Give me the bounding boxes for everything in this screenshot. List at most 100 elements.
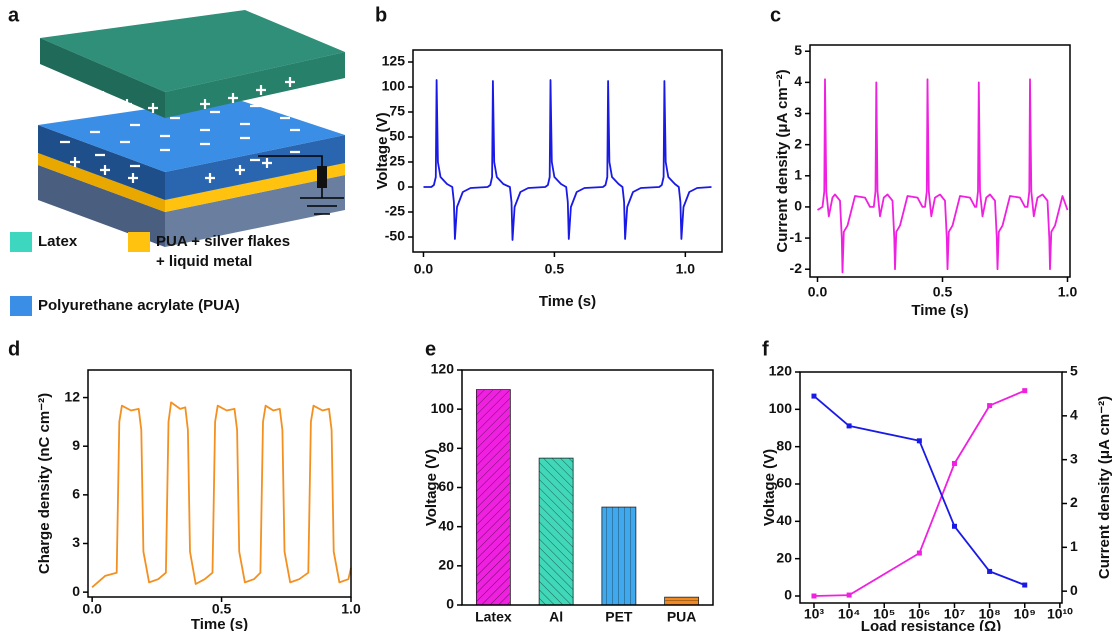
panel-0: b -50 -25 0 25 50 75 100 125 0.0 0.5 1.0 Time (s) Vol… xyxy=(374,4,723,310)
x-tick-label: PUA xyxy=(667,609,697,625)
bar xyxy=(475,389,511,606)
y-tick-label: -50 xyxy=(385,228,405,244)
x-axis-title: Time (s) xyxy=(191,616,248,631)
x-tick-label: 10⁸ xyxy=(979,606,1001,622)
y-tick-label: 1 xyxy=(794,166,802,182)
y-tick-label: 3 xyxy=(794,104,802,120)
data-point xyxy=(1022,582,1028,588)
x-axis-title: Time (s) xyxy=(539,293,596,310)
latex-side xyxy=(165,52,345,118)
plot-frame xyxy=(461,369,714,606)
panel-label: f xyxy=(762,338,769,360)
legend-swatch xyxy=(128,232,150,252)
data-line xyxy=(91,401,352,588)
legend-label: PUA + silver flakes xyxy=(156,233,290,250)
ground xyxy=(258,155,344,215)
y-tick-label: 120 xyxy=(769,363,793,379)
plot-frame xyxy=(412,49,723,253)
y-tick-label: 25 xyxy=(389,153,405,169)
x-tick-label: 1.0 xyxy=(341,601,361,617)
y-tick-label: 0 xyxy=(397,178,405,194)
y-tick-label: 60 xyxy=(438,478,454,494)
x-tick-label: 1.0 xyxy=(676,261,696,277)
electrode-front xyxy=(38,153,165,212)
panel-label: b xyxy=(375,4,387,26)
y-tick-label: 20 xyxy=(776,549,792,565)
y-tick-label: 0 xyxy=(72,583,80,599)
panel-label: e xyxy=(425,338,436,360)
x-tick-label: 10⁶ xyxy=(908,606,930,622)
y-tick-label: 50 xyxy=(389,128,405,144)
y2-tick-label: 0 xyxy=(1070,582,1078,598)
x-tick-label: 10⁴ xyxy=(838,606,861,622)
x-tick-label: 10⁷ xyxy=(944,606,966,622)
x-tick-label: 10¹⁰ xyxy=(1047,606,1073,622)
latex-front xyxy=(40,38,165,118)
substrate-side xyxy=(165,175,345,247)
y-tick-label: -2 xyxy=(790,260,803,276)
legend-swatch xyxy=(10,296,32,316)
y-tick-label: -1 xyxy=(790,229,803,245)
y-tick-label: 0 xyxy=(794,198,802,214)
y-tick-label: 0 xyxy=(784,587,792,603)
x-axis-title: Time (s) xyxy=(911,302,968,319)
data-line xyxy=(817,78,1069,274)
x-tick-label: Latex xyxy=(475,609,512,625)
y-tick-label: 6 xyxy=(72,486,80,502)
panel-3: e 0 20 40 60 80 100 120 Voltage (V) Latex Al PET PUA xyxy=(423,338,714,625)
data-point xyxy=(951,460,957,466)
x-tick-label: 0.5 xyxy=(212,601,232,617)
x-tick-label: 1.0 xyxy=(1058,284,1078,300)
data-point xyxy=(811,593,817,599)
panel-label: c xyxy=(770,4,781,26)
y-tick-label: 12 xyxy=(64,388,80,404)
data-point xyxy=(1022,388,1028,394)
data-point xyxy=(916,550,922,556)
x-tick-label: 0.0 xyxy=(808,284,828,300)
y2-axis-title: Current density (μA cm⁻²) xyxy=(1096,396,1113,579)
y-tick-label: 75 xyxy=(389,103,405,119)
material-legend: Latex PUA + silver flakes + liquid metal Po… xyxy=(10,232,290,316)
y-tick-label: 40 xyxy=(438,517,454,533)
electrode-side xyxy=(165,163,345,212)
y-tick-label: 3 xyxy=(72,534,80,550)
data-point xyxy=(951,523,957,529)
latex-top xyxy=(40,10,345,92)
y-axis-title: Voltage (V) xyxy=(374,112,391,189)
y-tick-label: 9 xyxy=(72,437,80,453)
x-tick-label: Al xyxy=(549,609,563,625)
y-tick-label: -25 xyxy=(385,203,405,219)
legend-label: Polyurethane acrylate (PUA) xyxy=(38,297,240,314)
x-axis-title: Load resistance (Ω) xyxy=(861,618,1001,631)
x-tick-label: 10³ xyxy=(804,606,825,622)
device-diagram: a xyxy=(8,4,345,247)
y-axis-title: Voltage (V) xyxy=(761,449,778,526)
bar xyxy=(664,596,700,606)
y-tick-label: 40 xyxy=(776,512,792,528)
data-point xyxy=(987,568,993,574)
x-tick-label: 10⁹ xyxy=(1014,606,1036,622)
bar xyxy=(601,506,637,606)
legend-label: Latex xyxy=(38,233,78,250)
bar xyxy=(538,457,574,606)
panel-label: a xyxy=(8,4,20,26)
charges xyxy=(60,77,300,183)
y2-tick-label: 2 xyxy=(1070,494,1078,510)
plot-frame xyxy=(87,369,352,598)
y-tick-label: 2 xyxy=(794,135,802,151)
panel-label: d xyxy=(8,338,20,360)
y-tick-label: 100 xyxy=(431,400,455,416)
x-tick-label: 0.5 xyxy=(545,261,565,277)
y-tick-label: 5 xyxy=(794,42,802,58)
plot-frame xyxy=(809,44,1071,278)
data-point xyxy=(846,592,852,598)
data-line xyxy=(813,395,1026,586)
y2-tick-label: 3 xyxy=(1070,450,1078,466)
y-tick-label: 80 xyxy=(438,439,454,455)
y-tick-label: 0 xyxy=(446,596,454,612)
substrate-front xyxy=(38,165,165,247)
x-tick-label: 0.0 xyxy=(82,601,102,617)
legend-swatch xyxy=(10,232,32,252)
y-tick-label: 60 xyxy=(776,475,792,491)
